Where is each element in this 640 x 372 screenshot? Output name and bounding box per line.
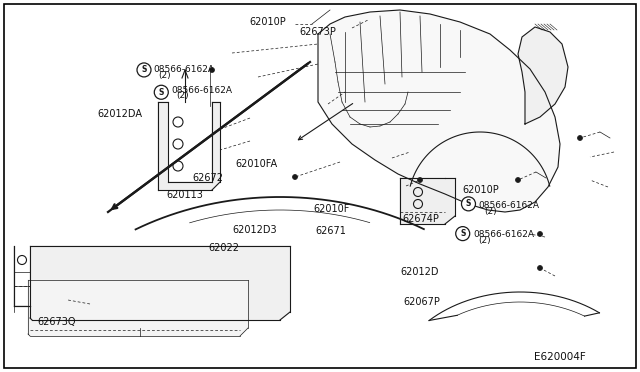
Circle shape (577, 135, 582, 141)
Polygon shape (318, 10, 560, 212)
Text: 62067P: 62067P (403, 297, 440, 307)
Circle shape (137, 63, 151, 77)
Text: S: S (159, 88, 164, 97)
Text: (2): (2) (484, 207, 497, 216)
Text: 08566-6162A: 08566-6162A (474, 230, 534, 239)
Circle shape (417, 177, 422, 183)
Text: 62022: 62022 (209, 243, 239, 253)
Circle shape (154, 85, 168, 99)
Text: 62012D3: 62012D3 (232, 225, 277, 234)
Text: 62012D: 62012D (401, 267, 439, 277)
Text: (2): (2) (159, 71, 172, 80)
Text: 08566-6162A: 08566-6162A (172, 86, 232, 94)
Text: S: S (141, 65, 147, 74)
Polygon shape (158, 102, 220, 190)
Circle shape (538, 266, 543, 270)
Polygon shape (28, 280, 248, 336)
Text: 08566-6162A: 08566-6162A (479, 201, 540, 210)
Polygon shape (14, 246, 290, 320)
Text: 62671: 62671 (315, 226, 346, 235)
Text: 62674P: 62674P (402, 215, 439, 224)
Text: 62010P: 62010P (250, 17, 286, 26)
Text: 62673P: 62673P (300, 27, 337, 36)
Text: E620004F: E620004F (534, 352, 586, 362)
Circle shape (515, 177, 520, 183)
Text: 62672: 62672 (192, 173, 223, 183)
Text: (2): (2) (177, 92, 189, 100)
Text: 62010F: 62010F (314, 204, 350, 214)
Text: 62010FA: 62010FA (236, 160, 278, 169)
Circle shape (292, 174, 298, 180)
Polygon shape (400, 178, 455, 224)
Text: (2): (2) (479, 236, 492, 245)
Circle shape (538, 231, 543, 237)
Text: 62673Q: 62673Q (37, 317, 76, 327)
Text: 62012DA: 62012DA (97, 109, 142, 119)
Text: 62010P: 62010P (462, 185, 499, 195)
Circle shape (461, 197, 476, 211)
Text: S: S (460, 229, 465, 238)
Circle shape (456, 227, 470, 241)
Polygon shape (518, 27, 568, 124)
Text: 08566-6162A: 08566-6162A (154, 65, 214, 74)
Circle shape (209, 67, 214, 73)
Text: 620113: 620113 (166, 190, 204, 199)
Text: S: S (466, 199, 471, 208)
